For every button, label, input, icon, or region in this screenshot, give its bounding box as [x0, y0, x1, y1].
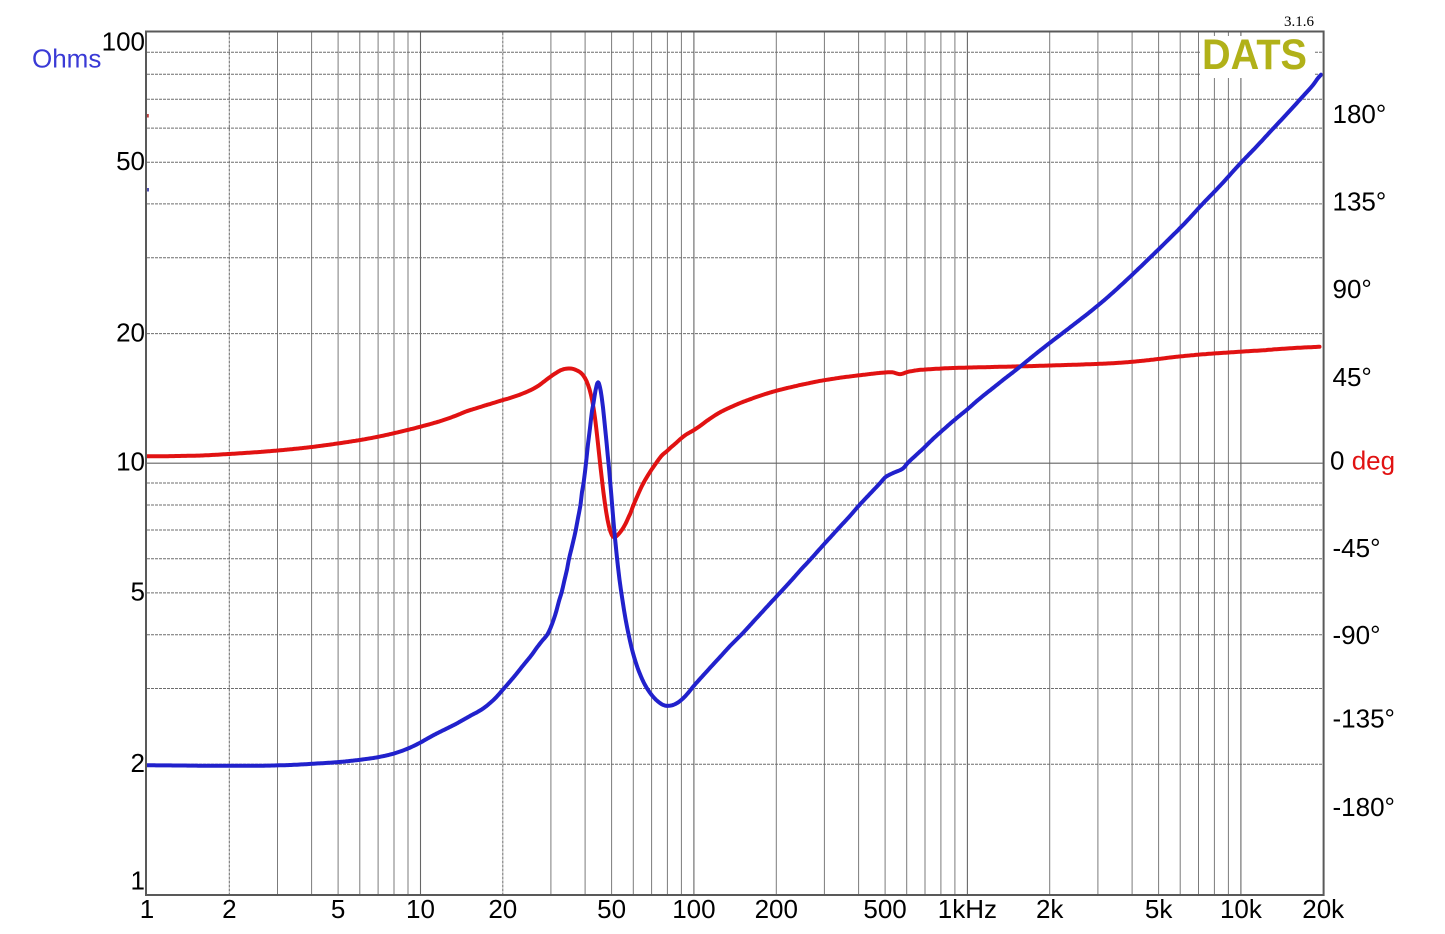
svg-text:90°: 90° — [1333, 274, 1372, 304]
svg-text:500: 500 — [863, 894, 906, 924]
svg-text:-45°: -45° — [1333, 533, 1381, 563]
svg-text:135°: 135° — [1333, 187, 1387, 217]
svg-text:100: 100 — [672, 894, 715, 924]
svg-text:3.1.6: 3.1.6 — [1284, 14, 1315, 30]
svg-text:50: 50 — [116, 146, 145, 176]
svg-text:100: 100 — [102, 27, 145, 57]
svg-text:50: 50 — [597, 894, 626, 924]
svg-text:200: 200 — [755, 894, 798, 924]
svg-text:-90°: -90° — [1333, 620, 1381, 650]
svg-text:0 deg: 0 deg — [1330, 445, 1395, 475]
svg-text:Ohms: Ohms — [32, 44, 101, 74]
svg-text:2: 2 — [131, 748, 145, 778]
svg-text:5: 5 — [131, 577, 145, 607]
svg-text:-135°: -135° — [1333, 704, 1395, 734]
svg-text:-180°: -180° — [1333, 792, 1395, 822]
svg-text:20: 20 — [116, 317, 145, 347]
svg-text:2k: 2k — [1036, 894, 1064, 924]
svg-text:5k: 5k — [1145, 894, 1173, 924]
svg-text:5: 5 — [331, 894, 345, 924]
svg-text:1kHz: 1kHz — [938, 894, 997, 924]
svg-text:10: 10 — [116, 446, 145, 476]
svg-text:20k: 20k — [1302, 894, 1345, 924]
svg-text:180°: 180° — [1333, 99, 1387, 129]
svg-text:10k: 10k — [1220, 894, 1263, 924]
svg-text:10: 10 — [406, 894, 435, 924]
svg-text:1: 1 — [131, 866, 145, 896]
svg-text:20: 20 — [488, 894, 517, 924]
svg-text:45°: 45° — [1333, 362, 1372, 392]
svg-text:DATS: DATS — [1202, 31, 1307, 79]
svg-text:2: 2 — [222, 894, 236, 924]
svg-text:1: 1 — [140, 894, 154, 924]
